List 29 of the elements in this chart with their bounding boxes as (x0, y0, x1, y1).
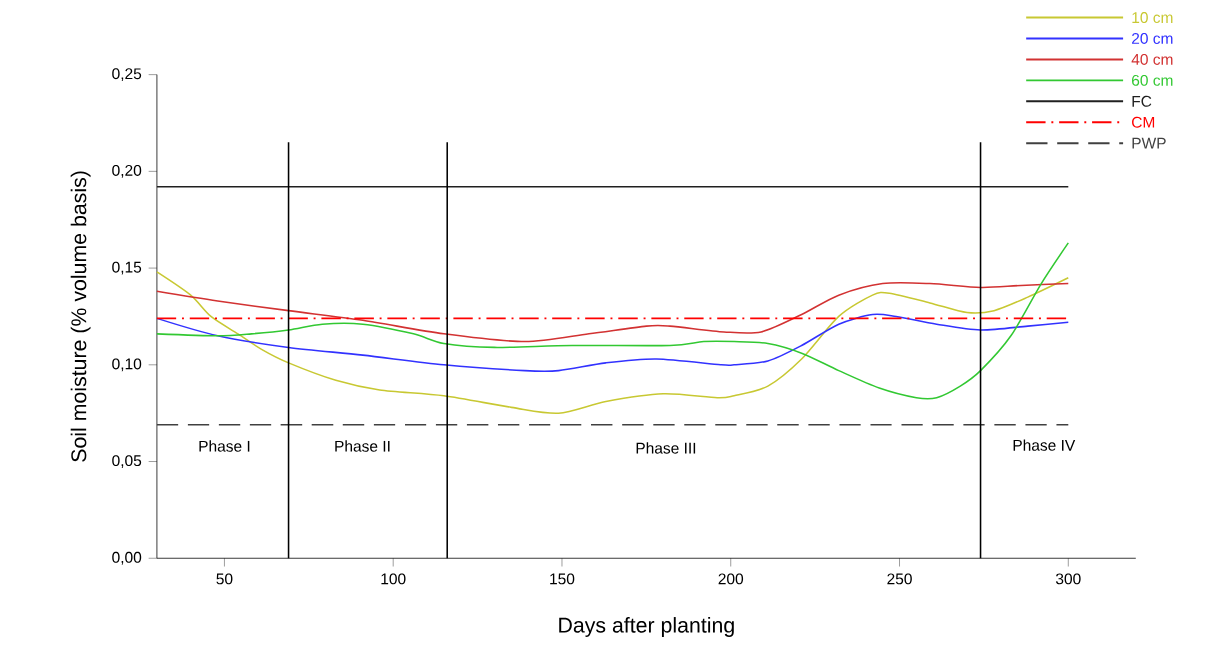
text: 40 cm (1131, 53, 1173, 65)
x-tick-label: 200 (718, 573, 744, 585)
y-tick-label: 0,05 (112, 455, 142, 468)
y-tick-label: 0,10 (112, 358, 142, 372)
text: 10 cm (1132, 11, 1173, 23)
line-series (156, 281, 1070, 343)
annotation: Phase II (335, 440, 390, 452)
line-series (156, 242, 1070, 400)
text: 60 cm (1132, 74, 1173, 86)
text: CM (1132, 116, 1155, 128)
x-tick-label: 150 (550, 573, 575, 585)
y-tick-label: 0,25 (112, 68, 142, 81)
y-tick-label: 0,00 (112, 551, 142, 565)
x-tick-label: 50 (216, 573, 233, 585)
text: FC (1132, 95, 1152, 107)
line-series (156, 313, 1070, 372)
x-tick-label: 300 (1055, 573, 1081, 585)
x-axis-title: Days after planting (559, 616, 734, 637)
annotation: Phase III (636, 442, 696, 454)
annotation: Phase IV (1013, 439, 1076, 451)
x-tick-label: 100 (381, 573, 406, 585)
annotation: Phase I (199, 440, 250, 452)
line-series (156, 271, 1070, 414)
text: 20 cm (1132, 32, 1173, 44)
x-tick-label: 250 (887, 573, 912, 585)
text: PWP (1132, 137, 1166, 149)
y-axis-title: Soil moisture (% volume basis) (70, 171, 91, 462)
y-tick-label: 0,15 (112, 261, 142, 275)
y-tick-label: 0,20 (112, 164, 142, 178)
